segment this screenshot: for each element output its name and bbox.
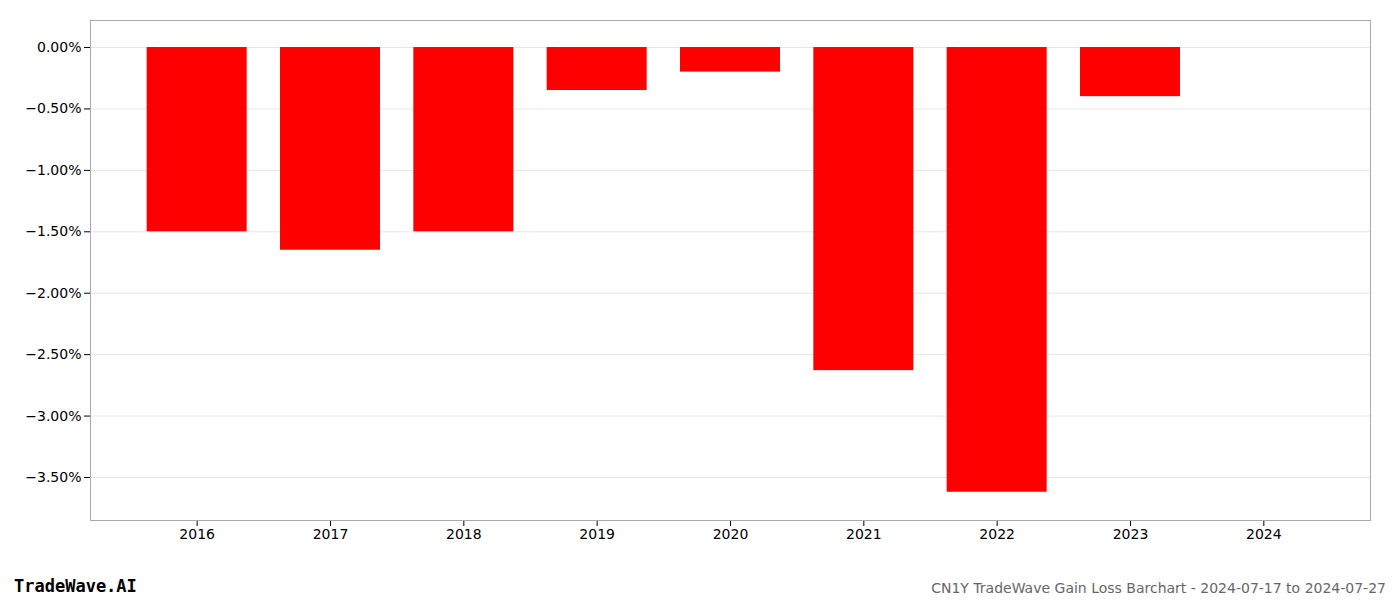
html-text:CN1Y TradeWave Gain Loss Barch: CN1Y TradeWave Gain Loss Barchart - 2024… (931, 580, 1386, 596)
svg-text:2024: 2024 (1246, 526, 1282, 542)
svg-text:2023: 2023 (1113, 526, 1149, 542)
svg-text:−3.50%: −3.50% (25, 469, 81, 485)
svg-text:−3.00%: −3.00% (25, 408, 81, 424)
svg-text:2022: 2022 (979, 526, 1015, 542)
svg-text:2016: 2016 (179, 526, 215, 542)
svg-text:2017: 2017 (313, 526, 349, 542)
svg-text:−1.00%: −1.00% (25, 162, 81, 178)
svg-text:−0.50%: −0.50% (25, 100, 81, 116)
svg-text:−2.00%: −2.00% (25, 285, 81, 301)
svg-text:2019: 2019 (579, 526, 615, 542)
svg-text:−2.50%: −2.50% (25, 346, 81, 362)
svg-text:−1.50%: −1.50% (25, 223, 81, 239)
html-text:TradeWave.AI: TradeWave.AI (14, 576, 137, 596)
svg-text:2018: 2018 (446, 526, 482, 542)
svg-text:2020: 2020 (713, 526, 749, 542)
svg-text:2021: 2021 (846, 526, 882, 542)
svg-text:0.00%: 0.00% (37, 39, 81, 55)
